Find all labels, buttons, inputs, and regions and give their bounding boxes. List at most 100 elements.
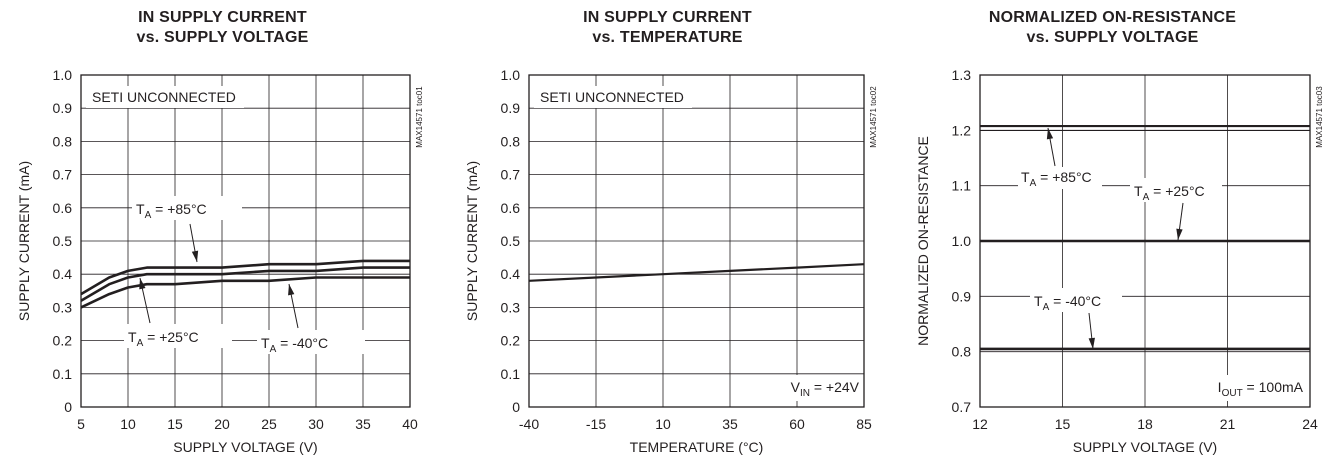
y-tick-label: 0.7 — [53, 167, 73, 183]
chart-title-line-1: IN SUPPLY CURRENT — [138, 9, 307, 26]
x-tick-label: 15 — [1055, 416, 1071, 432]
x-tick-label: 10 — [655, 416, 671, 432]
note-label-bg — [534, 86, 692, 108]
x-tick-label: -40 — [519, 416, 539, 432]
series-label-40: TA = -40°C — [261, 335, 328, 355]
y-tick-label: 0.2 — [501, 333, 521, 349]
y-tick-labels: 0 0.1 0.2 0.3 0.4 0.5 0.6 0.7 0.8 0.9 1.0 — [501, 67, 521, 415]
y-tick-label: 0.7 — [501, 167, 521, 183]
x-tick-label: 35 — [722, 416, 738, 432]
y-tick-label: 0.4 — [53, 266, 73, 282]
y-tick-label: 0.8 — [53, 133, 73, 149]
y-tick-label: 1.1 — [952, 178, 972, 194]
condition-box: VIN = +24V — [775, 375, 861, 401]
y-tick-label: 0.7 — [952, 399, 972, 415]
y-tick-labels: 0 0.1 0.2 0.3 0.4 0.5 0.6 0.7 0.8 0.9 1.0 — [53, 67, 73, 415]
y-axis-label: SUPPLY CURRENT (mA) — [16, 161, 32, 321]
chart-title-line-1: IN SUPPLY CURRENT — [583, 9, 752, 26]
series-label-box-25-bg — [124, 324, 232, 348]
series-arrow-85-head — [1046, 128, 1054, 140]
y-tick-label: 0.8 — [952, 344, 972, 360]
grid — [528, 74, 865, 408]
series-line-3 — [80, 276, 410, 309]
condition-box-bg — [1195, 375, 1307, 401]
x-axis-label: TEMPERATURE (°C) — [630, 439, 764, 455]
note-label-bg — [86, 86, 244, 108]
series-label-box-85: TA = +85°C — [1018, 167, 1102, 189]
series-label-85: TA = +85°C — [136, 201, 207, 221]
x-tick-label: 30 — [308, 416, 324, 432]
series-label-box-85-bg — [132, 196, 242, 220]
condition-label: VIN = +24V — [791, 379, 860, 399]
series-label-box-25-bg — [1130, 178, 1222, 202]
series-label-box-40: TA = -40°C — [257, 330, 365, 355]
y-tick-label: 0.6 — [501, 200, 521, 216]
chart-plot-2: -40 -15 10 35 60 8500.10.20.30.40.50.60.70.80… — [464, 67, 878, 455]
y-tick-label: 1.2 — [952, 122, 972, 138]
series-label-box-85-bg — [1018, 167, 1102, 189]
x-tick-label: 35 — [355, 416, 371, 432]
series-label-box-40-bg — [1030, 288, 1122, 312]
x-tick-label: 15 — [167, 416, 183, 432]
y-tick-label: 0.5 — [53, 233, 73, 249]
series-arrow-40-head — [1088, 337, 1095, 349]
series-arrow-25-head — [139, 278, 146, 290]
chart-title-line-2: vs. TEMPERATURE — [592, 29, 743, 46]
x-axis-label: SUPPLY VOLTAGE (V) — [173, 439, 317, 455]
series-label-box-25: TA = +25°C — [1130, 178, 1222, 203]
series-label-25: TA = +25°C — [128, 329, 199, 349]
x-tick-label: 60 — [789, 416, 805, 432]
y-tick-label: 0.1 — [501, 366, 521, 382]
chart-panel-2: IN SUPPLY CURRENT vs. TEMPERATURE -40 -15… — [445, 0, 890, 467]
x-tick-label: 21 — [1220, 416, 1236, 432]
y-tick-label: 0.8 — [501, 133, 521, 149]
series-line-1 — [528, 263, 865, 282]
series-line-1 — [80, 259, 410, 296]
y-tick-label: 0 — [512, 399, 520, 415]
y-tick-label: 0.3 — [53, 299, 73, 315]
note-text: SETI UNCONNECTED — [92, 89, 236, 105]
series-label-25: TA = +25°C — [1134, 183, 1205, 203]
chart-panel-3: NORMALIZED ON-RESISTANCE vs. SUPPLY VOLT… — [890, 0, 1335, 467]
y-tick-label: 0.3 — [501, 299, 521, 315]
y-tick-label: 1.0 — [952, 233, 972, 249]
y-axis-label: SUPPLY CURRENT (mA) — [464, 161, 480, 321]
chart-id-tag: MAX14571 toc02 — [869, 86, 878, 148]
chart-plot-1: 5 10 15 20 25 30 35 40 0 0.1 0.2 0.3 0.4 0.5 0.6 0.7 0.8… — [16, 67, 424, 455]
y-axis-label: NORMALIZED ON-RESISTANCE — [915, 136, 931, 346]
chart-title: IN SUPPLY CURRENT vs. SUPPLY VOLTAGE — [0, 8, 445, 48]
note-label: SETI UNCONNECTED — [86, 86, 244, 108]
x-tick-label: 25 — [261, 416, 277, 432]
series-label-box-40-bg — [257, 330, 365, 354]
y-tick-label: 1.3 — [952, 67, 972, 83]
x-tick-labels: -40 -15 10 35 60 85 — [519, 416, 872, 432]
chart-panel-1: IN SUPPLY CURRENT vs. SUPPLY VOLTAGE 5 10… — [0, 0, 445, 467]
y-tick-label: 0.4 — [501, 266, 521, 282]
plot-frame — [80, 74, 411, 408]
y-tick-label: 0.6 — [53, 200, 73, 216]
chart-title-line-1: NORMALIZED ON-RESISTANCE — [988, 9, 1237, 26]
x-axis-label: SUPPLY VOLTAGE (V) — [1073, 439, 1217, 455]
chart-title: IN SUPPLY CURRENT vs. TEMPERATURE — [445, 8, 890, 48]
condition-box-bg — [775, 375, 861, 401]
x-tick-label: 18 — [1137, 416, 1153, 432]
grid — [80, 74, 411, 408]
x-tick-label: 85 — [856, 416, 872, 432]
series-arrow-40-head — [288, 284, 295, 296]
y-tick-label: 0.9 — [501, 100, 521, 116]
note-label: SETI UNCONNECTED — [534, 86, 692, 108]
x-tick-label: 10 — [120, 416, 136, 432]
x-tick-labels: 5 10 15 20 25 30 35 40 — [77, 416, 418, 432]
series-label-box-25: TA = +25°C — [124, 324, 232, 349]
chart-title-line-2: vs. SUPPLY VOLTAGE — [136, 29, 309, 46]
plot-frame — [528, 74, 865, 408]
y-tick-label: 0.9 — [952, 288, 972, 304]
chart-id-tag: MAX14571 toc01 — [415, 86, 424, 148]
y-tick-label: 0.2 — [53, 333, 73, 349]
series-label-85: TA = +85°C — [1021, 169, 1092, 189]
y-tick-label: 0.1 — [53, 366, 73, 382]
x-tick-label: 24 — [1302, 416, 1318, 432]
condition-label: IOUT = 100mA — [1218, 379, 1304, 399]
x-tick-label: 40 — [402, 416, 418, 432]
x-tick-label: -15 — [586, 416, 606, 432]
